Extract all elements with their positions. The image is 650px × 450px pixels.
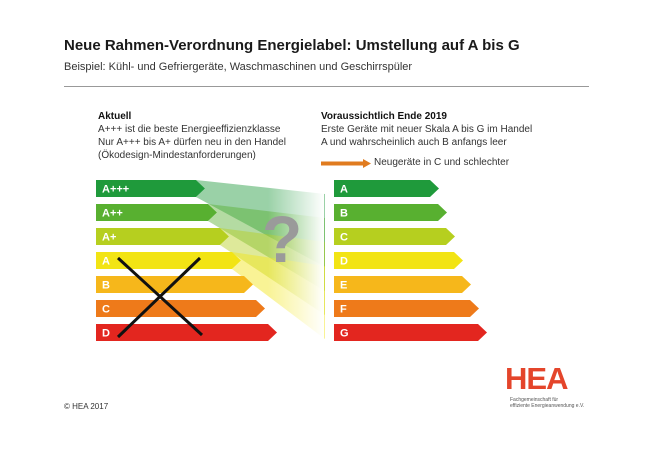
future-bar-label: B bbox=[340, 208, 348, 220]
current-line-3: (Ökodesign-Mindestanforderungen) bbox=[98, 150, 256, 161]
future-bar-c: C bbox=[334, 228, 455, 245]
future-bar-label: A bbox=[340, 184, 348, 196]
current-heading: Aktuell bbox=[98, 111, 132, 122]
current-bar-c: C bbox=[96, 300, 265, 317]
current-bar-aplusplusplus: A+++ bbox=[96, 180, 205, 197]
future-bar-e: E bbox=[334, 276, 471, 293]
future-line-1: Erste Geräte mit neuer Skala A bis G im … bbox=[321, 124, 533, 135]
future-bar-label: G bbox=[340, 328, 349, 340]
current-bar-label: D bbox=[102, 328, 110, 340]
future-bar-label: C bbox=[340, 232, 348, 244]
future-bar-label: F bbox=[340, 304, 347, 316]
hea-logo: HEA bbox=[505, 361, 568, 396]
page-subtitle: Beispiel: Kühl- und Gefriergeräte, Wasch… bbox=[64, 61, 413, 73]
page-title: Neue Rahmen-Verordnung Energielabel: Ums… bbox=[64, 37, 520, 54]
copyright: © HEA 2017 bbox=[64, 402, 109, 411]
current-line-2: Nur A+++ bis A+ dürfen neu in den Handel bbox=[98, 137, 286, 148]
future-bar-label: D bbox=[340, 256, 348, 268]
current-bar-label: C bbox=[102, 304, 110, 316]
current-bar-label: A+++ bbox=[102, 184, 129, 196]
legend-arrow-icon bbox=[321, 159, 371, 168]
future-bar-f: F bbox=[334, 300, 479, 317]
future-bar-g: G bbox=[334, 324, 487, 341]
question-mark: ? bbox=[262, 202, 302, 276]
current-bar-label: B bbox=[102, 280, 110, 292]
future-bar-label: E bbox=[340, 280, 347, 292]
future-bar-b: B bbox=[334, 204, 447, 221]
current-line-1: A+++ ist die beste Energieeffizienzklass… bbox=[98, 124, 281, 135]
hea-logo-tagline-1: Fachgemeinschaft für bbox=[510, 397, 559, 403]
current-bar-aplus: A+ bbox=[96, 228, 229, 245]
future-bar-a: A bbox=[334, 180, 439, 197]
current-bar-a: A bbox=[96, 252, 241, 269]
current-bar-label: A++ bbox=[102, 208, 123, 220]
title-divider bbox=[64, 86, 589, 87]
hea-logo-tagline-2: effiziente Energieanwendung e.V. bbox=[510, 403, 585, 409]
future-heading: Voraussichtlich Ende 2019 bbox=[321, 111, 447, 122]
legend-text: Neugeräte in C und schlechter bbox=[374, 157, 510, 168]
current-bar-d: D bbox=[96, 324, 277, 341]
future-bar-d: D bbox=[334, 252, 463, 269]
current-bar-aplusplus: A++ bbox=[96, 204, 217, 221]
current-bar-label: A+ bbox=[102, 232, 116, 244]
current-bar-label: A bbox=[102, 256, 110, 268]
future-line-2: A und wahrscheinlich auch B anfangs leer bbox=[321, 137, 507, 148]
cross-out-icon bbox=[116, 256, 204, 339]
